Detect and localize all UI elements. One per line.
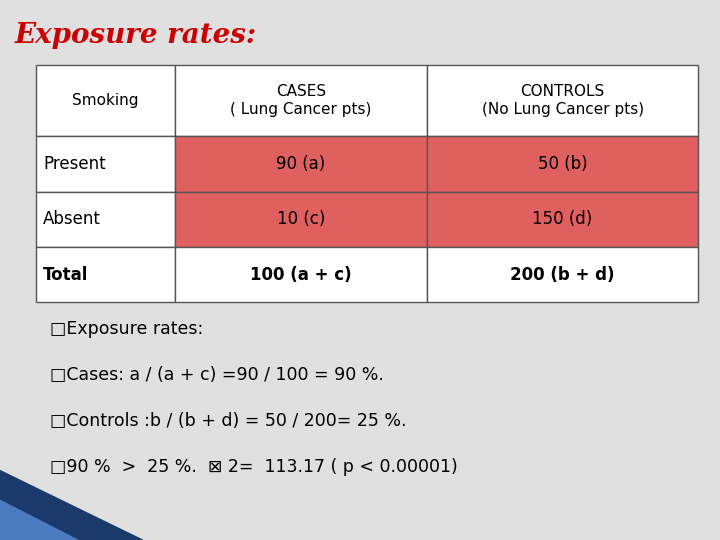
- Text: Total: Total: [43, 266, 89, 284]
- FancyBboxPatch shape: [36, 192, 175, 247]
- Text: 200 (b + d): 200 (b + d): [510, 266, 615, 284]
- Text: CONTROLS
(No Lung Cancer pts): CONTROLS (No Lung Cancer pts): [482, 84, 644, 117]
- FancyBboxPatch shape: [427, 247, 698, 302]
- Text: 100 (a + c): 100 (a + c): [250, 266, 352, 284]
- Text: 90 (a): 90 (a): [276, 155, 325, 173]
- Text: 150 (d): 150 (d): [533, 210, 593, 228]
- Text: 50 (b): 50 (b): [538, 155, 588, 173]
- Text: □Exposure rates:: □Exposure rates:: [50, 320, 204, 339]
- FancyBboxPatch shape: [427, 192, 698, 247]
- Text: CASES
( Lung Cancer pts): CASES ( Lung Cancer pts): [230, 84, 372, 117]
- Text: Smoking: Smoking: [72, 93, 139, 108]
- FancyBboxPatch shape: [427, 65, 698, 136]
- Polygon shape: [0, 500, 79, 540]
- FancyBboxPatch shape: [175, 247, 427, 302]
- FancyBboxPatch shape: [175, 65, 427, 136]
- Text: □Cases: a / (a + c) =90 / 100 = 90 %.: □Cases: a / (a + c) =90 / 100 = 90 %.: [50, 366, 384, 384]
- FancyBboxPatch shape: [36, 247, 175, 302]
- FancyBboxPatch shape: [175, 136, 427, 192]
- Text: Present: Present: [43, 155, 106, 173]
- Text: □Controls :b / (b + d) = 50 / 200= 25 %.: □Controls :b / (b + d) = 50 / 200= 25 %.: [50, 412, 407, 430]
- FancyBboxPatch shape: [36, 136, 175, 192]
- FancyBboxPatch shape: [36, 65, 175, 136]
- FancyBboxPatch shape: [175, 192, 427, 247]
- Polygon shape: [0, 470, 144, 540]
- Text: □90 %  >  25 %.  ⊠ 2=  113.17 ( p < 0.00001): □90 % > 25 %. ⊠ 2= 113.17 ( p < 0.00001): [50, 458, 458, 476]
- Text: Exposure rates:: Exposure rates:: [14, 22, 256, 49]
- Text: Absent: Absent: [43, 210, 101, 228]
- Text: 10 (c): 10 (c): [276, 210, 325, 228]
- FancyBboxPatch shape: [427, 136, 698, 192]
